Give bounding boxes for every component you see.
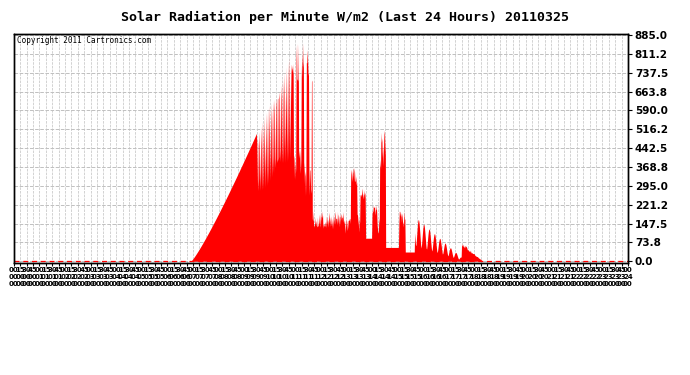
- Text: Solar Radiation per Minute W/m2 (Last 24 Hours) 20110325: Solar Radiation per Minute W/m2 (Last 24…: [121, 11, 569, 24]
- Text: Copyright 2011 Cartronics.com: Copyright 2011 Cartronics.com: [17, 36, 151, 45]
